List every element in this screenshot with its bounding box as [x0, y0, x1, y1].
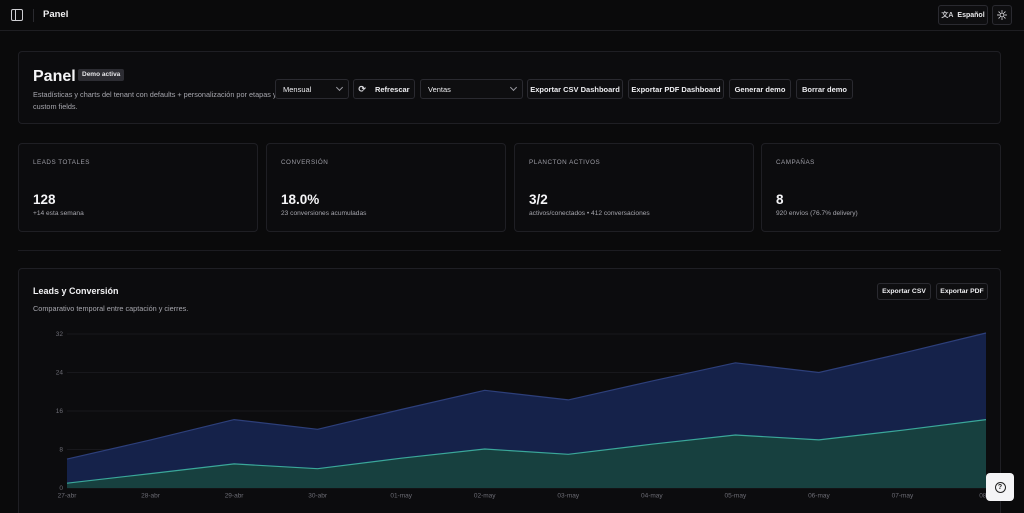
- stat-subtext: 920 envíos (76.7% delivery): [776, 210, 858, 217]
- refresh-button[interactable]: ⟳ Refrescar: [353, 79, 415, 99]
- stat-label: CAMPAÑAS: [776, 159, 815, 166]
- y-tick-label: 32: [56, 331, 64, 338]
- stat-card-campaigns: CAMPAÑAS 8 920 envíos (76.7% delivery): [761, 143, 1001, 232]
- leads-conversion-chart: 0 8 16 24 32 27-abr 28-abr 29-abr 30-abr 01-may 02…: [56, 331, 994, 500]
- y-tick-label: 0: [59, 485, 63, 492]
- sidebar-toggle-icon[interactable]: [11, 9, 23, 21]
- x-tick-label: 07-may: [892, 493, 914, 500]
- export-pdf-button[interactable]: Exportar PDF: [936, 283, 988, 300]
- refresh-icon: ⟳: [358, 83, 366, 94]
- chevron-down-icon: [509, 83, 518, 92]
- stat-card-conversion: CONVERSIÓN 18.0% 23 conversiones acumula…: [266, 143, 506, 232]
- status-badge: Demo activa: [78, 69, 125, 81]
- generate-demo-button[interactable]: Generar demo: [729, 79, 791, 99]
- stat-subtext: +14 esta semana: [33, 210, 84, 217]
- period-select-value: Mensual: [283, 84, 312, 94]
- x-tick-label: 02-may: [474, 493, 496, 500]
- x-tick-label: 27-abr: [58, 493, 78, 500]
- page-title: Panel: [33, 68, 76, 85]
- top-bar-title: Panel: [43, 9, 69, 20]
- export-csv-button[interactable]: Exportar CSV: [877, 283, 931, 300]
- y-tick-label: 16: [56, 408, 64, 415]
- top-bar: Panel 文A Español: [0, 0, 1024, 31]
- stat-value: 3/2: [529, 192, 548, 207]
- x-tick-label: 05-may: [725, 493, 747, 500]
- language-button[interactable]: 文A Español: [938, 5, 988, 25]
- stat-label: LEADS TOTALES: [33, 159, 90, 166]
- stat-value: 8: [776, 192, 784, 207]
- chart-title: Leads y Conversión: [33, 286, 119, 296]
- chart-subtitle: Comparativo temporal entre captación y c…: [33, 304, 189, 313]
- translate-icon: 文A: [941, 12, 954, 19]
- divider: [33, 9, 34, 22]
- refresh-label: Refrescar: [374, 84, 410, 94]
- help-icon: ?: [994, 481, 1006, 493]
- x-tick-label: 06-may: [808, 493, 830, 500]
- pipeline-select[interactable]: Ventas: [420, 79, 523, 99]
- export-pdf-dashboard-button[interactable]: Exportar PDF Dashboard: [628, 79, 724, 99]
- stat-value: 128: [33, 192, 56, 207]
- language-label: Español: [957, 11, 985, 19]
- help-button[interactable]: ?: [986, 473, 1014, 501]
- stat-subtext: activos/conectados • 412 conversaciones: [529, 210, 650, 217]
- pipeline-select-value: Ventas: [428, 84, 451, 94]
- y-tick-label: 8: [59, 446, 63, 453]
- x-tick-label: 30-abr: [308, 493, 328, 500]
- stat-label: PLANCTON ACTIVOS: [529, 159, 601, 166]
- stat-subtext: 23 conversiones acumuladas: [281, 210, 367, 217]
- series-line-0: [66, 332, 987, 460]
- stat-label: CONVERSIÓN: [281, 159, 329, 166]
- series-line-1: [66, 419, 987, 484]
- section-divider: [18, 250, 1001, 251]
- stat-card-leads: LEADS TOTALES 128 +14 esta semana: [18, 143, 258, 232]
- theme-toggle-button[interactable]: [992, 5, 1012, 25]
- y-tick-label: 24: [56, 369, 64, 376]
- x-tick-label: 29-abr: [225, 493, 245, 500]
- delete-demo-button[interactable]: Borrar demo: [796, 79, 853, 99]
- export-csv-dashboard-button[interactable]: Exportar CSV Dashboard: [527, 79, 623, 99]
- period-select[interactable]: Mensual: [275, 79, 349, 99]
- page-description: Estadísticas y charts del tenant con def…: [33, 90, 277, 111]
- x-tick-label: 28-abr: [141, 493, 161, 500]
- x-tick-label: 01-may: [390, 493, 412, 500]
- chevron-down-icon: [335, 83, 344, 92]
- stat-value: 18.0%: [281, 192, 320, 207]
- x-tick-label: 04-may: [641, 493, 663, 500]
- stat-card-plancton: PLANCTON ACTIVOS 3/2 activos/conectados …: [514, 143, 754, 232]
- dashboard-header: Panel Demo activa Estadísticas y charts …: [18, 51, 1001, 124]
- sun-icon: [997, 10, 1007, 20]
- x-tick-label: 03-may: [557, 493, 579, 500]
- leads-conversion-card: Leads y Conversión Comparativo temporal …: [18, 268, 1001, 513]
